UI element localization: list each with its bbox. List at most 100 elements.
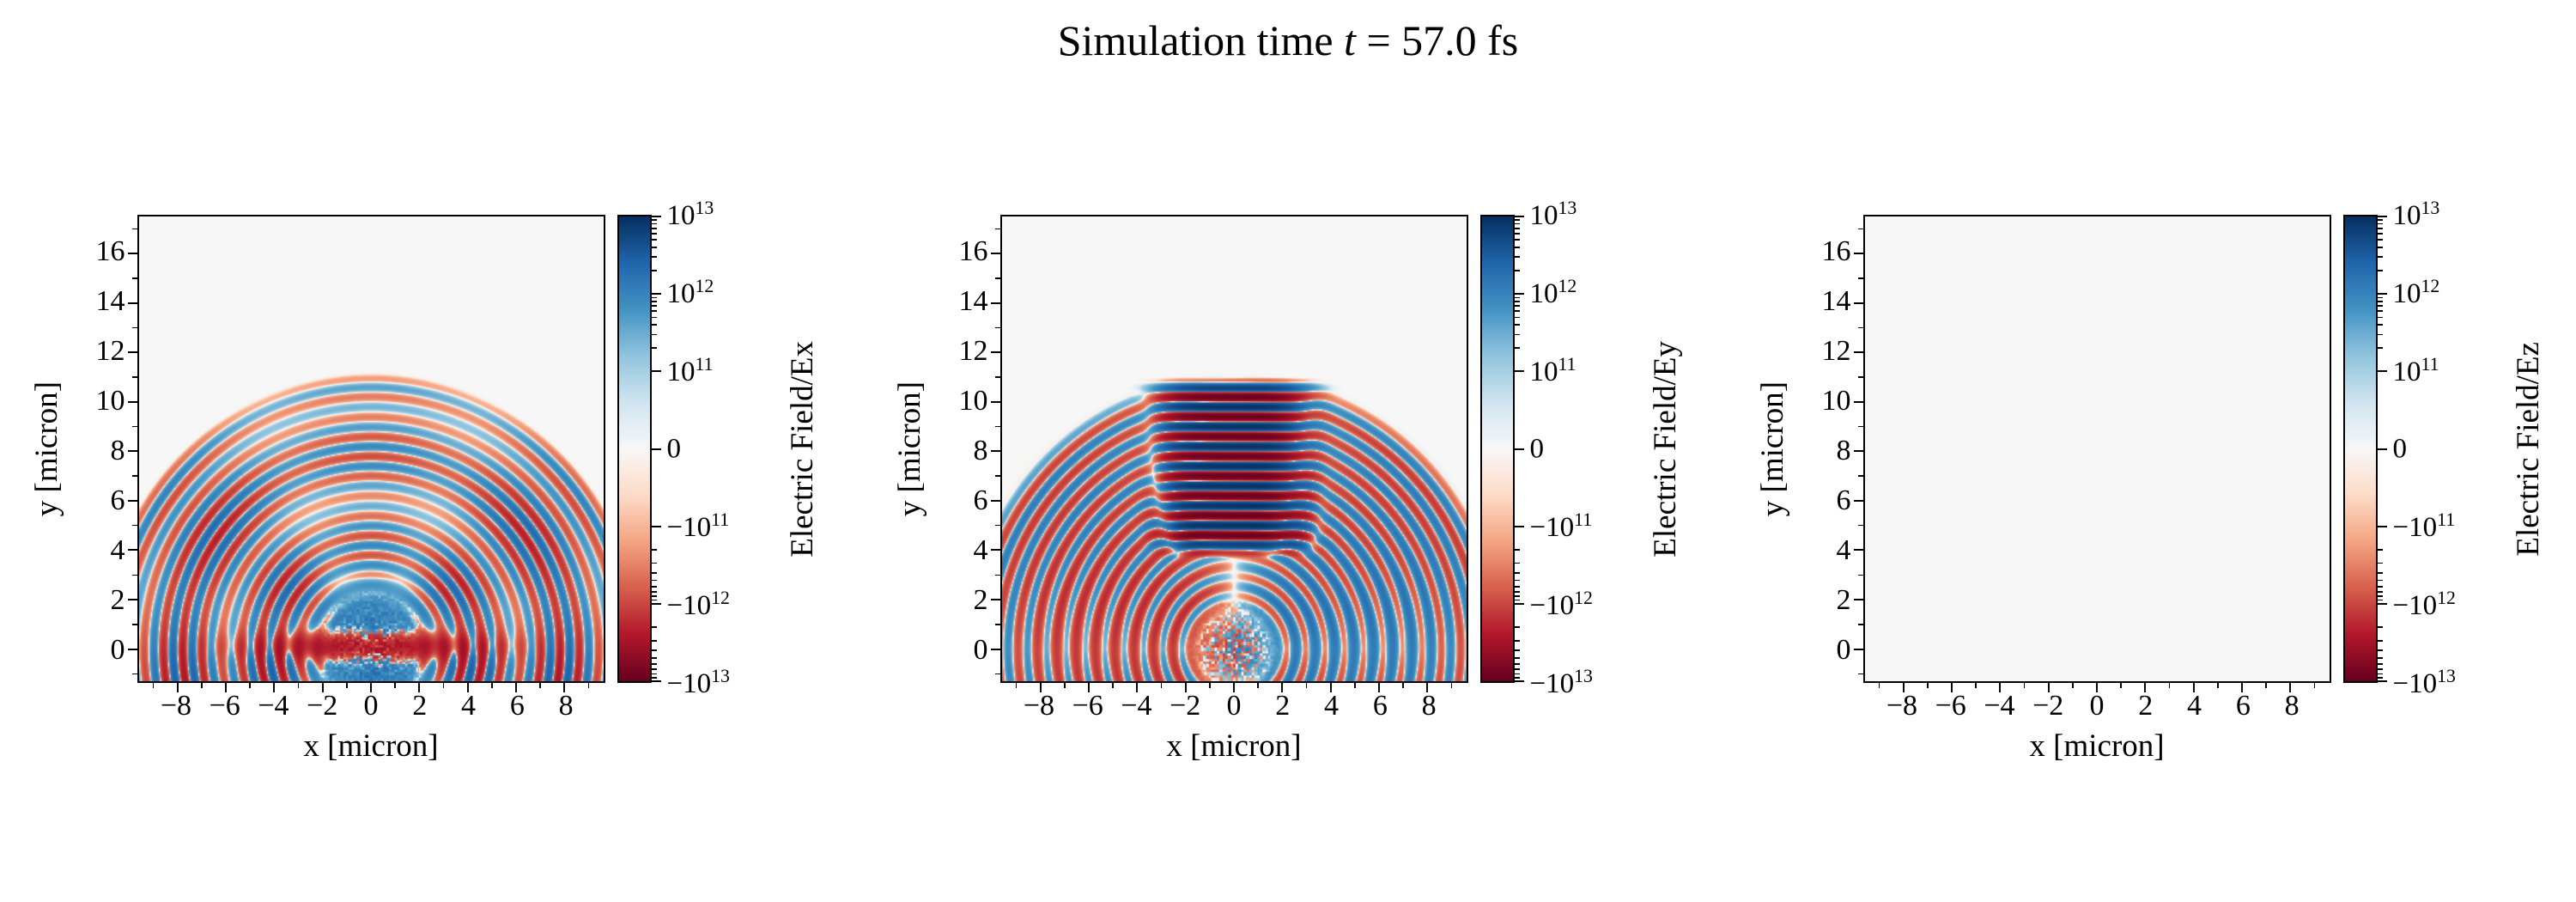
y-tick-label: 14 [958, 285, 988, 318]
x-minor-tick [2120, 683, 2122, 688]
colorbar-minor-tick [2377, 247, 2383, 248]
colorbar-minor-tick [1514, 270, 1520, 271]
colorbar-minor-tick [1514, 239, 1520, 241]
colorbar-tick-label: −1011 [666, 509, 730, 544]
y-major-tick [127, 450, 137, 453]
x-major-tick [1902, 683, 1905, 692]
x-tick-label: −4 [1984, 690, 2015, 722]
x-tick-label: −2 [307, 690, 338, 722]
y-tick-label: 10 [958, 385, 988, 417]
y-minor-tick [1857, 425, 1863, 428]
y-major-tick [1853, 549, 1863, 552]
x-minor-tick [1878, 683, 1880, 688]
colorbar-minor-tick [1514, 347, 1520, 349]
colorbar-minor-tick [2377, 219, 2383, 221]
colorbar-major-tick [651, 680, 661, 682]
colorbar-minor-tick [1514, 657, 1520, 659]
y-minor-tick [994, 425, 1000, 428]
colorbar-minor-tick [651, 256, 657, 258]
y-minor-tick [994, 326, 1000, 329]
colorbar-minor-tick [1514, 591, 1520, 593]
y-axis-label: y [micron] [892, 381, 927, 517]
heatmap-plot [1853, 215, 2331, 692]
x-minor-tick [1305, 683, 1308, 688]
colorbar-tick-label: 1011 [2392, 353, 2439, 387]
colorbar-minor-tick [2377, 296, 2383, 299]
x-minor-tick [346, 683, 348, 688]
colorbar-minor-tick [651, 233, 657, 235]
colorbar-minor-tick [2377, 663, 2383, 665]
colorbar-minor-tick [2377, 572, 2383, 574]
x-major-tick [273, 683, 276, 692]
x-major-tick [2047, 683, 2050, 692]
colorbar-minor-tick [651, 626, 657, 628]
colorbar-minor-tick [2377, 657, 2383, 659]
panels-row: y [micron] 0 2 4 6 8 10 12 14 16 1013 1012 1011 0 −1… [0, 198, 2576, 772]
colorbar-major-tick [1514, 680, 1524, 682]
colorbar-minor-tick [1514, 640, 1520, 642]
colorbar-tick-label: 1011 [1529, 353, 1577, 387]
y-major-tick [990, 351, 1000, 354]
x-axis-label: x [micron] [1166, 728, 1302, 764]
y-tick-label: 2 [110, 584, 125, 617]
x-tick-labels: −8 −6 −4 −2 0 2 4 6 8 [1863, 683, 2331, 724]
x-major-tick [1136, 683, 1139, 692]
colorbar-minor-tick [651, 296, 657, 299]
colorbar-minor-tick [2377, 305, 2383, 307]
colorbar-major-tick [1514, 525, 1524, 527]
y-tick-label: 16 [958, 235, 988, 268]
x-major-tick [1999, 683, 2002, 692]
x-tick-label: 4 [1324, 690, 1340, 722]
colorbar-minor-tick [1514, 677, 1520, 679]
colorbar [1479, 215, 1524, 683]
x-tick-labels: −8 −6 −4 −2 0 2 4 6 8 [137, 683, 605, 724]
colorbar-tick-label: −1013 [666, 666, 730, 699]
colorbar-minor-tick [1514, 572, 1520, 574]
x-minor-tick [2023, 683, 2026, 688]
x-minor-tick [1112, 683, 1114, 688]
colorbar-minor-tick [651, 586, 657, 588]
colorbar [617, 215, 661, 683]
colorbar-tick-label: −1011 [2392, 509, 2456, 544]
colorbar-tick-label: 1012 [2392, 275, 2440, 309]
x-major-tick [2289, 683, 2292, 692]
colorbar-minor-tick [1514, 668, 1520, 670]
y-tick-label: 6 [973, 485, 988, 517]
x-minor-tick [297, 683, 300, 688]
colorbar-major-tick [651, 370, 661, 373]
colorbar-minor-tick [2377, 599, 2383, 601]
y-major-tick [990, 549, 1000, 552]
y-major-tick [990, 499, 1000, 502]
colorbar-minor-tick [651, 222, 657, 225]
x-tick-label: −8 [1023, 690, 1054, 722]
colorbar-minor-tick [2377, 316, 2383, 319]
x-tick-label: −6 [1072, 690, 1103, 722]
colorbar-minor-tick [651, 657, 657, 659]
colorbar-tick-labels: 1013 1012 1011 0 −1011 −1012 −1013 [652, 198, 782, 698]
colorbar-minor-tick [2377, 579, 2383, 582]
colorbar-minor-tick [2377, 649, 2383, 651]
x-minor-tick [1354, 683, 1356, 688]
y-minor-tick [1857, 376, 1863, 378]
colorbar-major-tick [1514, 216, 1524, 217]
y-major-tick [990, 400, 1000, 403]
y-major-tick [127, 648, 137, 650]
y-minor-tick [131, 624, 137, 625]
colorbar-minor-tick [1514, 301, 1520, 302]
colorbar-major-tick [2377, 293, 2387, 296]
heatmap-canvas [138, 216, 604, 681]
x-tick-label: 0 [2089, 690, 2105, 722]
colorbar-minor-tick [2377, 673, 2383, 674]
colorbar-minor-tick [2377, 595, 2383, 597]
y-tick-label: 4 [110, 534, 125, 567]
x-major-tick [1233, 683, 1235, 692]
colorbar-minor-tick [1514, 296, 1520, 299]
y-tick-labels: 0 2 4 6 8 10 12 14 16 [67, 215, 137, 683]
figure-title: Simulation time t = 57.0 fs [0, 15, 2576, 65]
title-variable: t [1344, 16, 1356, 64]
subplot-panel-ex: y [micron] 0 2 4 6 8 10 12 14 16 1013 1012 1011 0 −1… [27, 198, 823, 772]
colorbar-minor-tick [1514, 316, 1520, 319]
y-tick-label: 0 [1836, 634, 1851, 667]
x-minor-tick [1257, 683, 1259, 688]
colorbar-minor-tick [651, 599, 657, 601]
